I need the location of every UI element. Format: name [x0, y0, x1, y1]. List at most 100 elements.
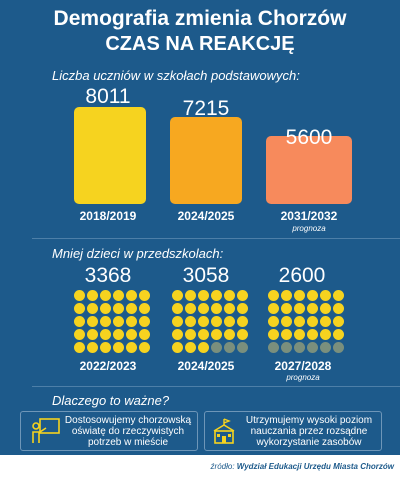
value-label-2024-2025-pre: 3058 — [182, 264, 230, 287]
child-face-icon-dimmed — [320, 342, 331, 353]
bar-2018-2019 — [74, 107, 146, 204]
preschools-section-heading: Mniej dzieci w przedszkolach: — [52, 246, 224, 261]
source-prefix: źródło: — [210, 462, 237, 471]
why-section-heading: Dlaczego to ważne? — [52, 393, 170, 408]
child-face-icon — [198, 329, 209, 340]
child-face-icon — [113, 342, 124, 353]
child-face-icon — [307, 303, 318, 314]
child-face-icon — [139, 303, 150, 314]
child-face-icon — [237, 316, 248, 327]
child-face-icon — [281, 303, 292, 314]
divider-1 — [32, 238, 400, 239]
child-face-icon — [87, 290, 98, 301]
child-face-icon — [294, 329, 305, 340]
child-face-icon — [307, 316, 318, 327]
category-label-2031-2032: 2031/2032 — [280, 209, 338, 223]
page-title: Demografia zmienia Chorzów — [53, 7, 347, 30]
main-panel — [0, 0, 400, 455]
child-face-icon — [320, 329, 331, 340]
child-face-icon — [294, 290, 305, 301]
divider-2 — [32, 386, 400, 387]
value-label-2024-2025: 7215 — [182, 97, 230, 120]
forecast-note-preschools: prognoza — [286, 373, 320, 382]
child-face-icon — [198, 316, 209, 327]
child-face-icon — [100, 303, 111, 314]
child-face-icon — [100, 316, 111, 327]
child-face-icon — [281, 290, 292, 301]
why-item-1-line-3: potrzeb w mieście — [87, 437, 169, 448]
why-item-1: Dostosowujemy chorzowską oświatę do rzec… — [20, 411, 198, 451]
child-face-icon — [268, 303, 279, 314]
category-label-2024-2025-pre: 2024/2025 — [177, 359, 235, 373]
child-face-icon — [281, 316, 292, 327]
child-face-icon — [224, 329, 235, 340]
child-face-icon — [74, 316, 85, 327]
child-face-icon — [172, 303, 183, 314]
value-label-2027-2028: 2600 — [278, 264, 326, 287]
child-face-icon — [333, 329, 344, 340]
child-face-icon — [126, 316, 137, 327]
child-face-icon — [237, 290, 248, 301]
child-face-icon — [294, 303, 305, 314]
child-face-icon — [100, 290, 111, 301]
category-label-2018-2019: 2018/2019 — [79, 209, 137, 223]
value-label-2022-2023: 3368 — [84, 264, 132, 287]
value-label-2031-2032: 5600 — [285, 126, 333, 149]
child-face-icon — [113, 316, 124, 327]
category-label-2027-2028: 2027/2028 — [274, 359, 332, 373]
child-face-icon — [139, 342, 150, 353]
child-face-icon — [211, 329, 222, 340]
child-face-icon — [320, 303, 331, 314]
category-label-2022-2023: 2022/2023 — [79, 359, 137, 373]
bar-2031-2032 — [266, 136, 352, 204]
child-face-icon — [139, 329, 150, 340]
child-face-icon-dimmed — [281, 342, 292, 353]
child-face-icon-dimmed — [268, 342, 279, 353]
child-face-icon — [198, 290, 209, 301]
child-face-icon — [237, 329, 248, 340]
why-item-1-line-2: oświatę do rzeczywistych — [71, 426, 185, 437]
child-face-icon — [74, 290, 85, 301]
child-face-icon — [268, 316, 279, 327]
child-face-icon — [172, 329, 183, 340]
child-face-icon-dimmed — [307, 342, 318, 353]
child-face-icon — [126, 290, 137, 301]
why-item-2-line-1: Utrzymujemy wysoki poziom — [245, 415, 373, 426]
child-face-icon — [320, 290, 331, 301]
child-face-icon — [224, 290, 235, 301]
child-face-icon — [113, 329, 124, 340]
forecast-note-schools: prognoza — [292, 224, 326, 233]
child-face-icon — [113, 303, 124, 314]
child-face-icon — [185, 290, 196, 301]
child-face-icon — [198, 342, 209, 353]
child-face-icon — [211, 303, 222, 314]
child-face-icon — [268, 329, 279, 340]
value-label-2018-2019: 8011 — [85, 85, 131, 108]
bar-2024-2025 — [170, 116, 242, 204]
child-face-icon — [333, 303, 344, 314]
child-face-icon — [126, 329, 137, 340]
child-face-icon — [100, 329, 111, 340]
why-item-2-line-2: nauczania przez rozsądne — [250, 426, 368, 437]
why-item-2: Utrzymujemy wysoki poziom nauczania prze… — [204, 411, 382, 451]
child-face-icon-dimmed — [294, 342, 305, 353]
child-face-icon — [198, 303, 209, 314]
why-item-2-line-3: wykorzystanie zasobów — [256, 437, 362, 448]
child-face-icon — [172, 290, 183, 301]
source-note: źródło: Wydział Edukacji Urzędu Miasta C… — [211, 462, 394, 471]
child-face-icon — [126, 303, 137, 314]
child-face-icon — [139, 316, 150, 327]
child-face-icon — [87, 303, 98, 314]
child-face-icon — [211, 290, 222, 301]
child-face-icon-dimmed — [237, 342, 248, 353]
child-face-icon — [87, 316, 98, 327]
child-face-icon — [100, 342, 111, 353]
child-face-icon — [172, 316, 183, 327]
child-face-icon — [185, 342, 196, 353]
child-face-icon — [281, 329, 292, 340]
child-face-icon — [211, 316, 222, 327]
teacher-board-icon — [32, 418, 60, 443]
child-face-icon — [268, 290, 279, 301]
category-label-2024-2025: 2024/2025 — [177, 209, 235, 223]
